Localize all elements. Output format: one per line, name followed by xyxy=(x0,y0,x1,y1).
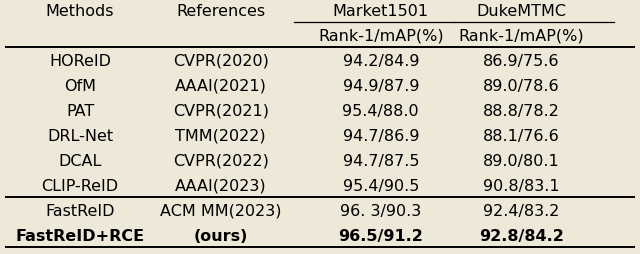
Text: 89.0/80.1: 89.0/80.1 xyxy=(483,153,560,168)
Text: AAAI(2023): AAAI(2023) xyxy=(175,178,267,193)
Text: 96.5/91.2: 96.5/91.2 xyxy=(339,228,423,243)
Text: Rank-1/mAP(%): Rank-1/mAP(%) xyxy=(318,29,444,44)
Text: CVPR(2022): CVPR(2022) xyxy=(173,153,269,168)
Text: DCAL: DCAL xyxy=(58,153,102,168)
Text: 89.0/78.6: 89.0/78.6 xyxy=(483,79,560,93)
Text: 95.4/90.5: 95.4/90.5 xyxy=(342,178,419,193)
Text: AAAI(2021): AAAI(2021) xyxy=(175,79,267,93)
Text: CVPR(2020): CVPR(2020) xyxy=(173,54,269,69)
Text: DRL-Net: DRL-Net xyxy=(47,129,113,143)
Text: 92.8/84.2: 92.8/84.2 xyxy=(479,228,564,243)
Text: 96. 3/90.3: 96. 3/90.3 xyxy=(340,203,421,218)
Text: PAT: PAT xyxy=(66,104,94,118)
Text: CVPR(2021): CVPR(2021) xyxy=(173,104,269,118)
Text: 88.8/78.2: 88.8/78.2 xyxy=(483,104,560,118)
Text: 86.9/75.6: 86.9/75.6 xyxy=(483,54,560,69)
Text: Rank-1/mAP(%): Rank-1/mAP(%) xyxy=(459,29,584,44)
Text: 94.7/86.9: 94.7/86.9 xyxy=(342,129,419,143)
Text: TMM(2022): TMM(2022) xyxy=(175,129,266,143)
Text: References: References xyxy=(176,4,266,19)
Text: FastReID+RCE: FastReID+RCE xyxy=(15,228,145,243)
Text: 94.7/87.5: 94.7/87.5 xyxy=(342,153,419,168)
Text: Market1501: Market1501 xyxy=(333,4,429,19)
Text: 95.4/88.0: 95.4/88.0 xyxy=(342,104,419,118)
Text: ACM MM(2023): ACM MM(2023) xyxy=(160,203,282,218)
Text: DukeMTMC: DukeMTMC xyxy=(477,4,566,19)
Text: FastReID: FastReID xyxy=(45,203,115,218)
Text: OfM: OfM xyxy=(64,79,96,93)
Text: Methods: Methods xyxy=(45,4,115,19)
Text: 92.4/83.2: 92.4/83.2 xyxy=(483,203,560,218)
Text: HOReID: HOReID xyxy=(49,54,111,69)
Text: 90.8/83.1: 90.8/83.1 xyxy=(483,178,560,193)
Text: (ours): (ours) xyxy=(194,228,248,243)
Text: CLIP-ReID: CLIP-ReID xyxy=(42,178,118,193)
Text: 88.1/76.6: 88.1/76.6 xyxy=(483,129,560,143)
Text: 94.9/87.9: 94.9/87.9 xyxy=(342,79,419,93)
Text: 94.2/84.9: 94.2/84.9 xyxy=(342,54,419,69)
